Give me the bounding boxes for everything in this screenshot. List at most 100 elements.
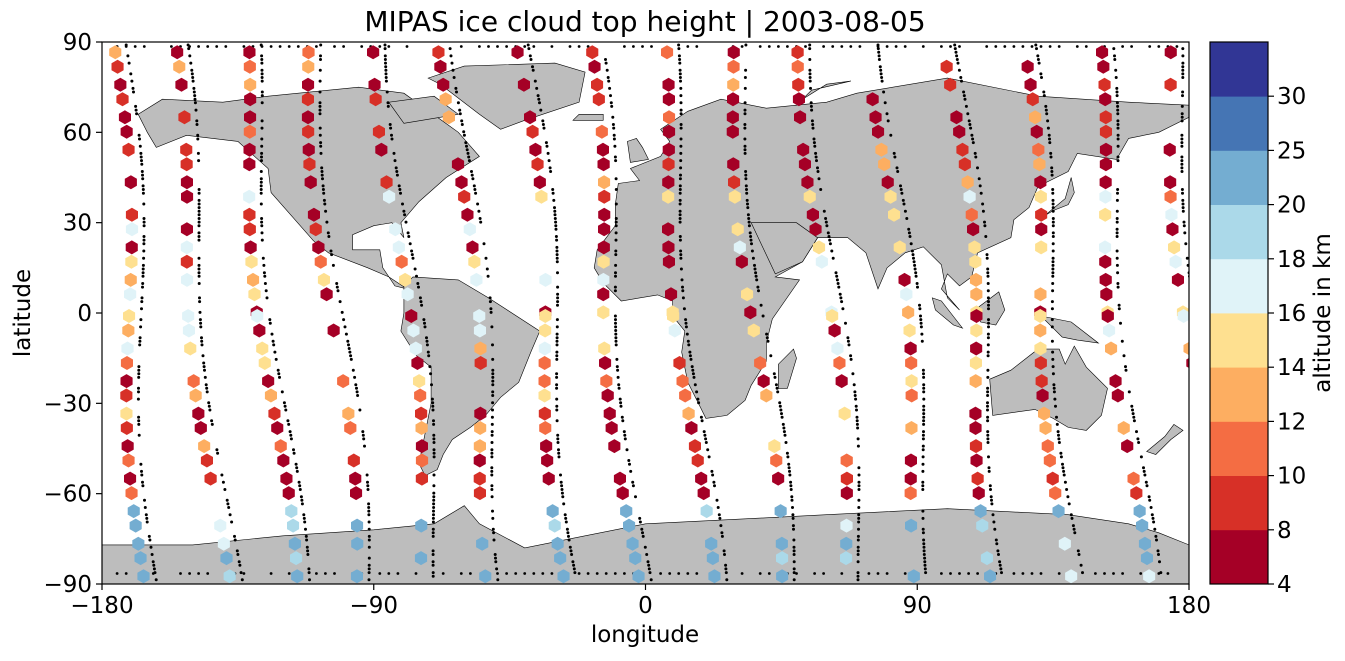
track-dot [769, 354, 773, 358]
cloud-point-403 [1111, 388, 1124, 403]
cloud-point-402 [1109, 374, 1122, 389]
track-dot [1197, 333, 1200, 336]
track-dot [977, 177, 981, 181]
track-dot [1003, 45, 1007, 48]
track-dot [993, 527, 997, 531]
track-dot [467, 159, 471, 163]
cloud-point-115 [367, 45, 380, 60]
track-dot [987, 318, 990, 322]
track-dot [1051, 256, 1055, 260]
cloud-point-83 [280, 471, 293, 486]
track-dot [792, 549, 796, 553]
track-dot [225, 498, 229, 502]
track-dot [151, 560, 155, 564]
track-dot [1180, 137, 1184, 141]
track-dot [679, 267, 683, 271]
track-dot [193, 101, 197, 105]
track-dot [505, 45, 508, 48]
track-dot [791, 513, 795, 517]
track-dot [743, 76, 747, 79]
track-dot [619, 404, 623, 408]
track-dot [386, 101, 390, 105]
track-dot [298, 488, 302, 491]
track-dot [194, 108, 198, 112]
cloud-point-193 [591, 77, 604, 92]
colorbar-segment [1210, 313, 1268, 368]
track-dot [406, 231, 410, 235]
track-dot [260, 151, 264, 155]
cloud-points [109, 45, 1189, 584]
track-dot [318, 90, 322, 94]
track-dot [1114, 68, 1118, 72]
track-dot [432, 509, 435, 513]
track-dot [831, 45, 835, 48]
track-dot [197, 191, 201, 195]
cloud-point-343 [969, 374, 982, 389]
track-dot [677, 47, 681, 51]
track-dot [427, 354, 431, 358]
track-dot [142, 45, 146, 48]
track-dot [1115, 90, 1119, 94]
track-dot [679, 159, 683, 163]
track-dot [137, 372, 141, 376]
track-dot [1067, 502, 1071, 506]
track-dot [1192, 300, 1195, 303]
cloud-point-21 [120, 421, 133, 435]
cloud-point-206 [597, 305, 610, 320]
track-dot [555, 350, 559, 354]
cloud-point-323 [907, 569, 920, 584]
track-dot [567, 534, 570, 538]
track-dot [717, 513, 721, 517]
cloud-point-329 [958, 157, 971, 172]
track-dot [719, 524, 723, 528]
track-dot [614, 202, 618, 206]
track-dot [207, 401, 211, 405]
track-dot [495, 567, 499, 571]
track-dot [490, 495, 494, 499]
track-dot [1181, 90, 1185, 94]
track-dot [615, 365, 619, 369]
track-dot [490, 451, 494, 455]
cloud-point-318 [905, 421, 918, 435]
track-dot [724, 563, 728, 567]
track-dot [681, 285, 684, 289]
x-tick-label: 0 [638, 593, 653, 619]
track-dot [351, 368, 355, 372]
track-dot [1051, 198, 1055, 202]
track-dot [614, 249, 618, 253]
cloud-point-317 [905, 388, 918, 403]
cloud-point-52 [204, 471, 217, 486]
track-dot [678, 198, 682, 202]
cloud-point-273 [776, 551, 789, 566]
track-dot [1051, 282, 1055, 285]
track-dot [743, 123, 747, 126]
cloud-point-366 [1034, 287, 1047, 302]
cloud-point-42 [181, 272, 194, 287]
track-dot [287, 572, 291, 575]
track-dot [857, 488, 861, 491]
track-dot [856, 534, 860, 538]
cloud-point-208 [599, 356, 612, 370]
track-dot [321, 177, 324, 181]
track-dot [678, 235, 682, 238]
track-dot [913, 267, 917, 271]
track-dot [1115, 101, 1119, 105]
track-dot [903, 572, 907, 575]
track-dot [915, 282, 919, 285]
cloud-point-43 [182, 309, 195, 323]
track-dot [308, 578, 311, 582]
track-dot [292, 451, 296, 455]
cloud-point-365 [1035, 240, 1048, 255]
track-dot [465, 144, 468, 148]
track-dot [549, 170, 553, 173]
track-dot [688, 354, 692, 358]
track-dot [378, 572, 382, 575]
track-dot [223, 488, 227, 491]
track-dot [822, 209, 826, 213]
x-tick-label: 90 [903, 593, 932, 619]
track-dot [1131, 408, 1134, 412]
track-dot [138, 343, 142, 347]
track-dot [556, 433, 560, 437]
cloud-point-334 [968, 240, 981, 255]
track-dot [857, 527, 860, 531]
